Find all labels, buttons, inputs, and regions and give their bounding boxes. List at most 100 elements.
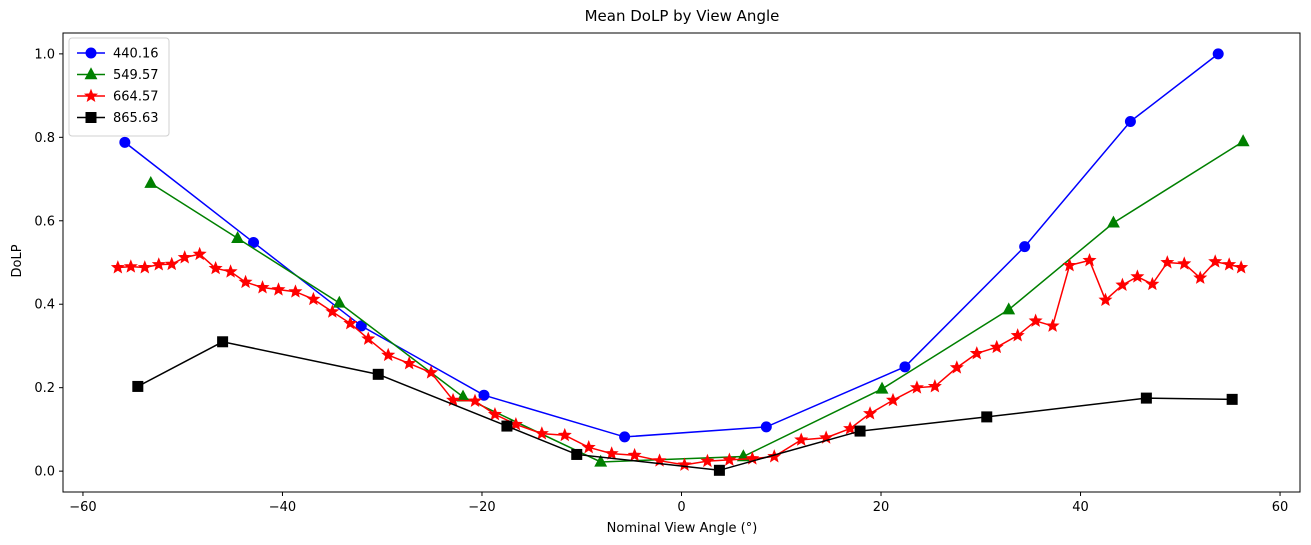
- data-point: [231, 231, 245, 243]
- data-point: [177, 250, 192, 264]
- legend-label: 664.57: [113, 90, 159, 105]
- y-tick-label: 0.4: [34, 298, 55, 313]
- data-point: [843, 421, 858, 435]
- data-point: [478, 389, 490, 401]
- legend-marker: [85, 112, 97, 123]
- data-point: [1193, 270, 1208, 284]
- data-point: [899, 361, 911, 373]
- data-point: [238, 274, 253, 289]
- series-line: [137, 340, 1233, 472]
- x-axis-label: Nominal View Angle (°): [607, 521, 758, 536]
- data-point: [534, 426, 549, 440]
- data-point: [119, 136, 131, 148]
- y-tick-label: 0.2: [34, 381, 55, 396]
- legend-marker: [84, 67, 98, 80]
- data-point: [1236, 134, 1250, 147]
- data-point: [332, 295, 346, 308]
- plot-area: [62, 32, 1301, 493]
- legend-entry: 865.63: [77, 111, 159, 126]
- data-point: [1002, 302, 1016, 315]
- data-point: [255, 280, 270, 294]
- data-point: [487, 407, 502, 421]
- data-point: [110, 260, 125, 274]
- data-point: [446, 392, 461, 407]
- data-point: [1082, 253, 1097, 267]
- data-point: [1130, 269, 1145, 283]
- data-point: [1010, 328, 1025, 342]
- data-point: [713, 464, 725, 476]
- axis-ticks: −60 −40 −20 0 20 40 60 0.0 0.2 0.4 0.6 0.8 1.0: [34, 47, 1288, 515]
- y-tick-label: 0.8: [34, 131, 55, 146]
- data-point: [132, 380, 144, 392]
- data-point: [854, 425, 866, 437]
- data-point: [1115, 277, 1130, 292]
- data-point: [989, 339, 1004, 354]
- data-point: [1160, 255, 1175, 269]
- data-point: [1019, 241, 1031, 253]
- data-point: [700, 453, 715, 468]
- data-point: [1140, 392, 1152, 404]
- data-point: [981, 411, 993, 423]
- data-point: [192, 246, 207, 261]
- data-point: [1124, 115, 1136, 127]
- series-line: [150, 140, 1244, 463]
- data-point: [501, 420, 513, 432]
- data-point: [722, 452, 737, 466]
- data-point: [677, 457, 692, 471]
- data-point: [767, 449, 782, 463]
- data-point: [361, 331, 376, 345]
- data-point: [343, 316, 358, 330]
- data-point: [736, 449, 750, 462]
- data-point: [571, 448, 583, 460]
- x-tick-label: 40: [1072, 500, 1089, 515]
- data-point: [594, 454, 608, 467]
- data-point: [604, 446, 619, 460]
- data-point: [271, 282, 286, 296]
- data-point: [1234, 260, 1249, 274]
- x-tick-label: 60: [1272, 500, 1289, 515]
- x-tick-label: −40: [269, 500, 296, 515]
- data-point: [123, 259, 138, 273]
- data-point: [627, 447, 642, 462]
- legend-label: 865.63: [113, 111, 159, 126]
- plot-frame: [62, 32, 1301, 493]
- x-tick-label: 20: [873, 500, 890, 515]
- data-point: [1098, 292, 1113, 307]
- data-point: [456, 389, 470, 402]
- chart-title: Mean DoLP by View Angle: [585, 7, 780, 25]
- data-point: [557, 427, 572, 442]
- data-point: [875, 381, 889, 394]
- legend-marker: [85, 47, 97, 59]
- data-point: [1062, 258, 1077, 272]
- x-tick-label: −60: [69, 500, 96, 515]
- legend: 440.16 549.57 664.57 865.63: [68, 37, 170, 137]
- y-axis-label: DoLP: [10, 244, 25, 277]
- data-point: [1107, 215, 1120, 228]
- legend-label: 440.16: [113, 47, 159, 62]
- series-865.63: [132, 336, 1238, 476]
- data-point: [863, 406, 878, 420]
- data-point: [949, 360, 964, 374]
- data-point: [306, 291, 321, 306]
- series-664.57: [110, 246, 1249, 471]
- legend-label: 549.57: [113, 68, 159, 83]
- legend-entry: 664.57: [77, 88, 159, 105]
- data-point: [927, 379, 942, 393]
- data-point: [223, 264, 238, 278]
- series-layer: [110, 48, 1250, 476]
- series-line: [124, 53, 1219, 438]
- data-point: [1208, 254, 1223, 268]
- data-point: [151, 257, 166, 271]
- data-point: [144, 175, 158, 188]
- data-point: [325, 304, 340, 318]
- legend-entry: 549.57: [77, 67, 159, 83]
- x-tick-label: −20: [468, 500, 495, 515]
- data-point: [467, 393, 483, 408]
- data-point: [885, 392, 900, 407]
- data-point: [909, 380, 924, 394]
- data-point: [355, 320, 367, 332]
- data-point: [164, 256, 179, 271]
- data-point: [217, 336, 229, 348]
- data-point: [619, 431, 631, 443]
